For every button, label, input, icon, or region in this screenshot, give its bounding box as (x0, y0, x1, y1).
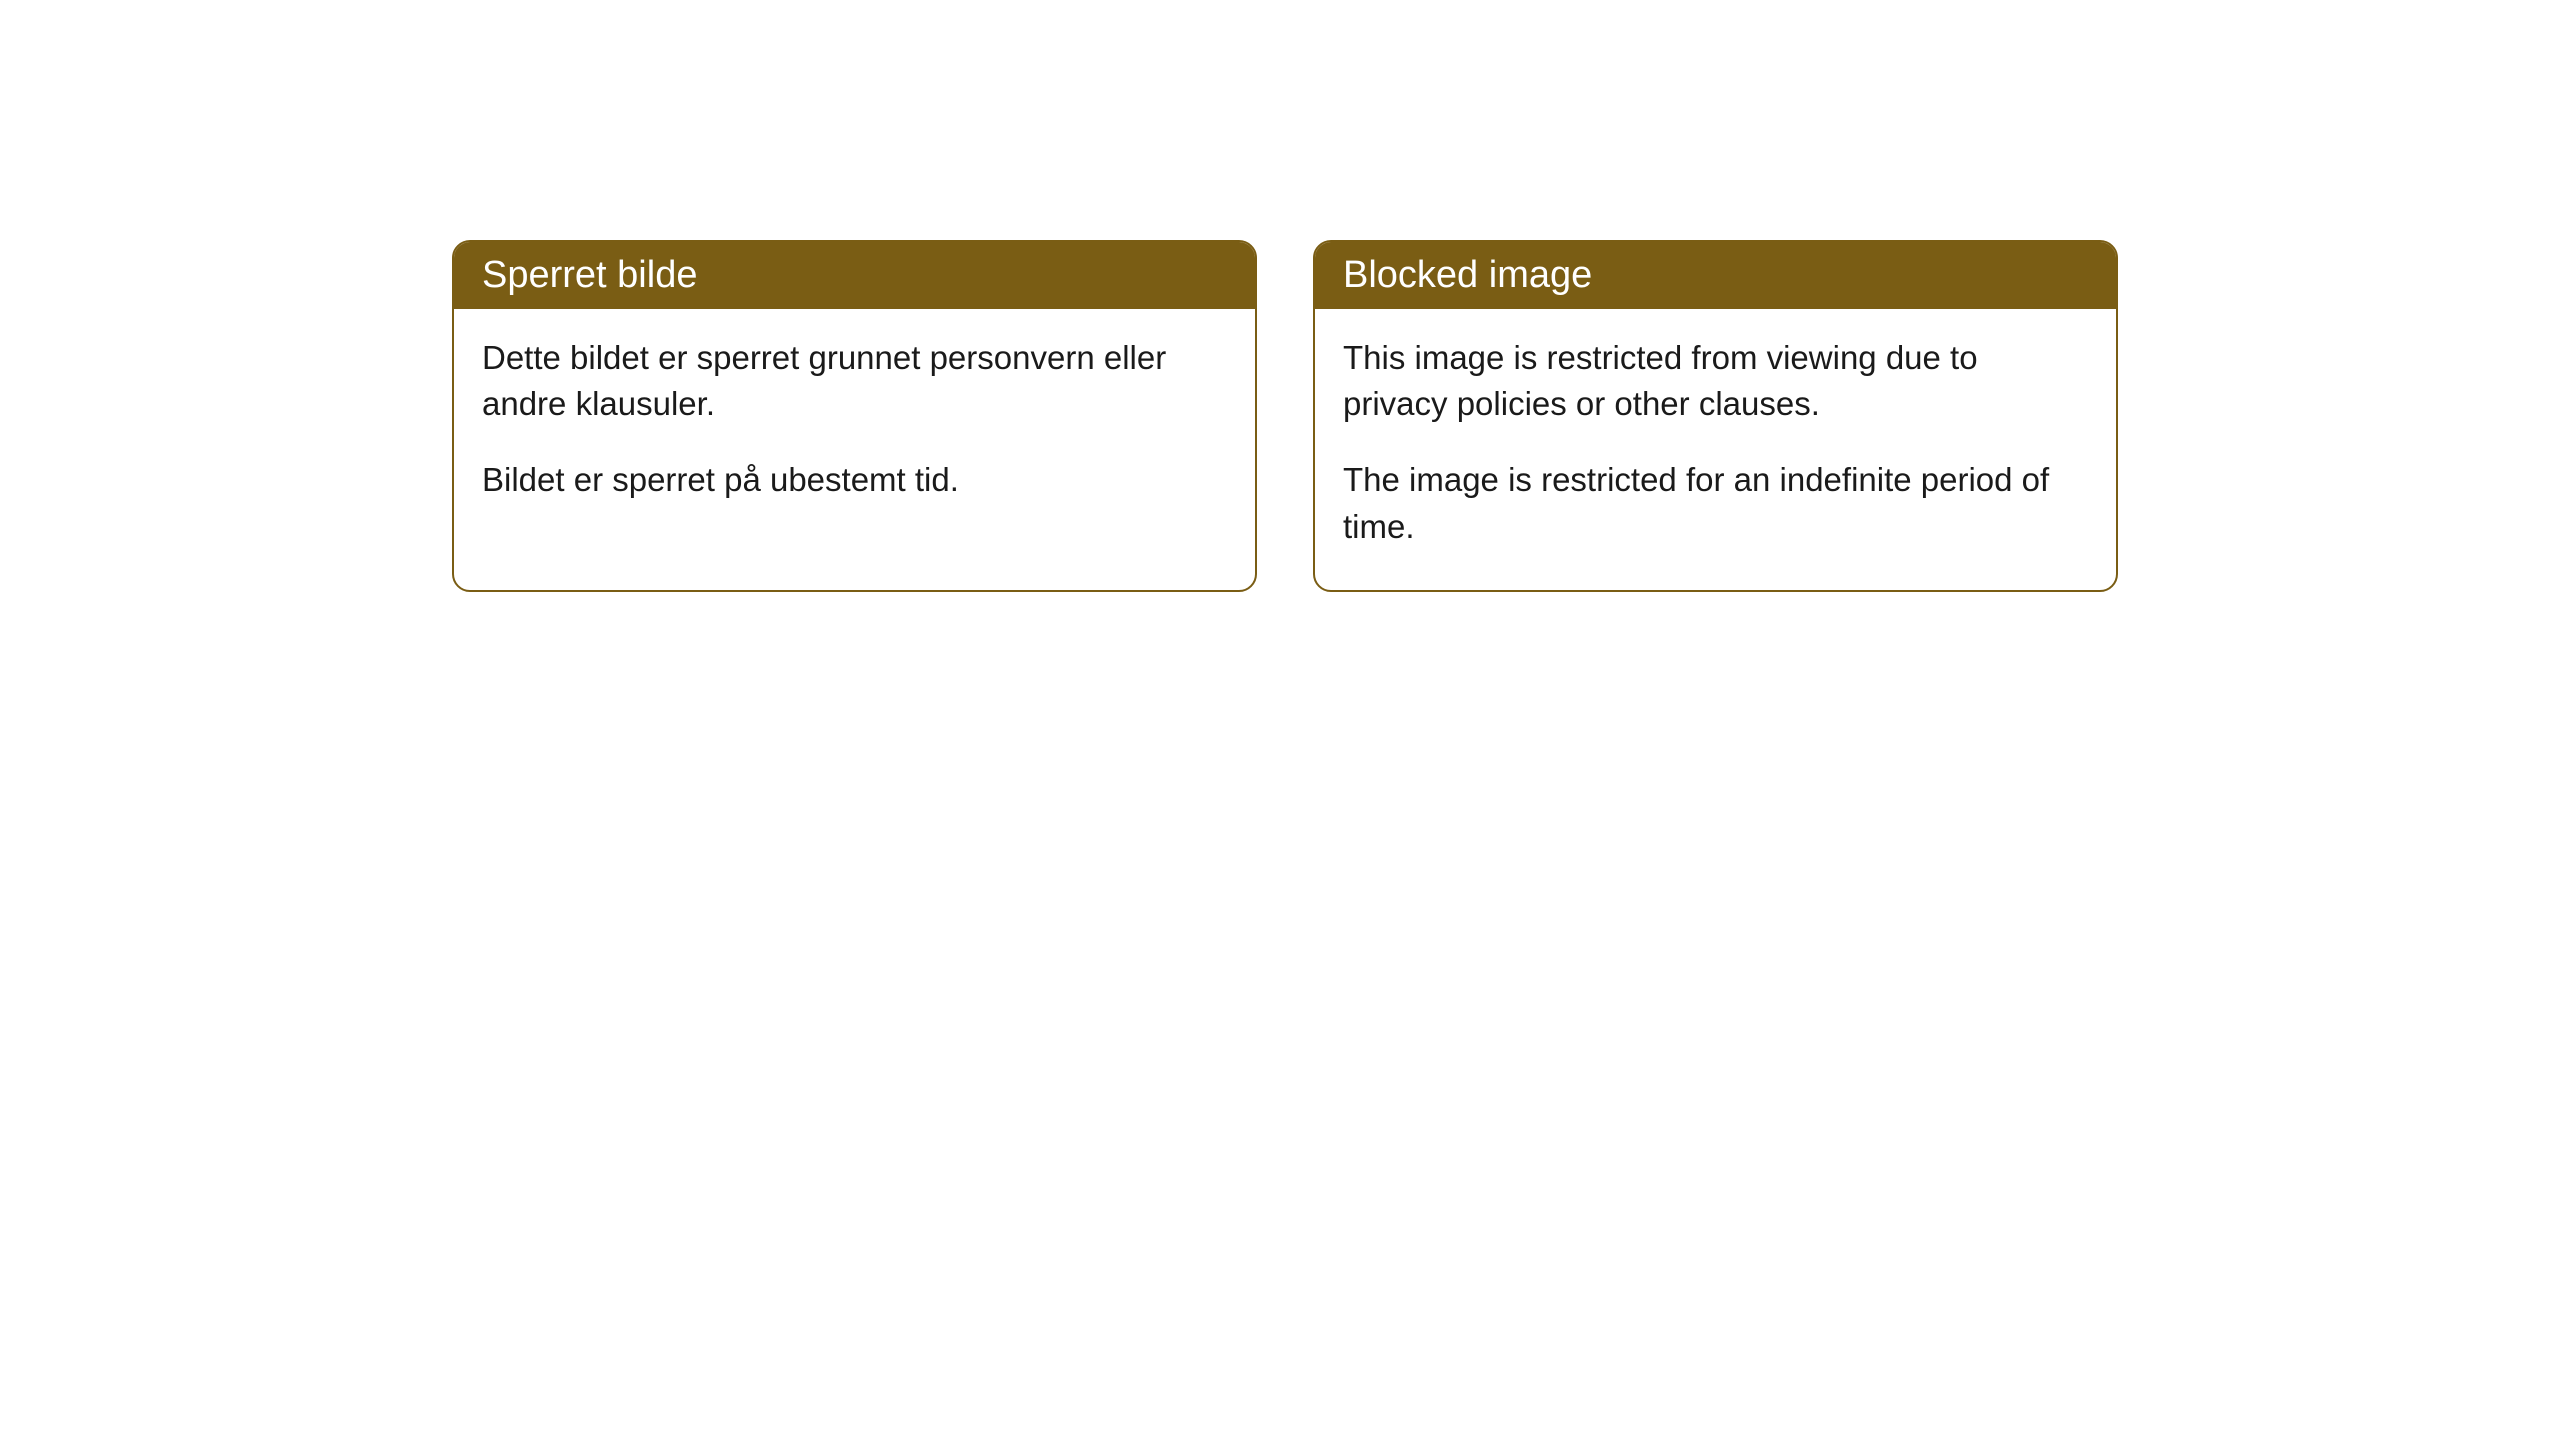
blocked-image-card-english: Blocked image This image is restricted f… (1313, 240, 2118, 592)
blocked-image-card-norwegian: Sperret bilde Dette bildet er sperret gr… (452, 240, 1257, 592)
card-text-line2: Bildet er sperret på ubestemt tid. (482, 457, 1227, 503)
card-title: Sperret bilde (482, 254, 697, 296)
card-title: Blocked image (1343, 254, 1592, 296)
card-text-line1: This image is restricted from viewing du… (1343, 335, 2088, 427)
card-text-line2: The image is restricted for an indefinit… (1343, 457, 2088, 549)
card-body-english: This image is restricted from viewing du… (1315, 309, 2116, 590)
card-text-line1: Dette bildet er sperret grunnet personve… (482, 335, 1227, 427)
card-body-norwegian: Dette bildet er sperret grunnet personve… (454, 309, 1255, 544)
card-header-norwegian: Sperret bilde (454, 242, 1255, 309)
notice-container: Sperret bilde Dette bildet er sperret gr… (0, 0, 2560, 592)
card-header-english: Blocked image (1315, 242, 2116, 309)
